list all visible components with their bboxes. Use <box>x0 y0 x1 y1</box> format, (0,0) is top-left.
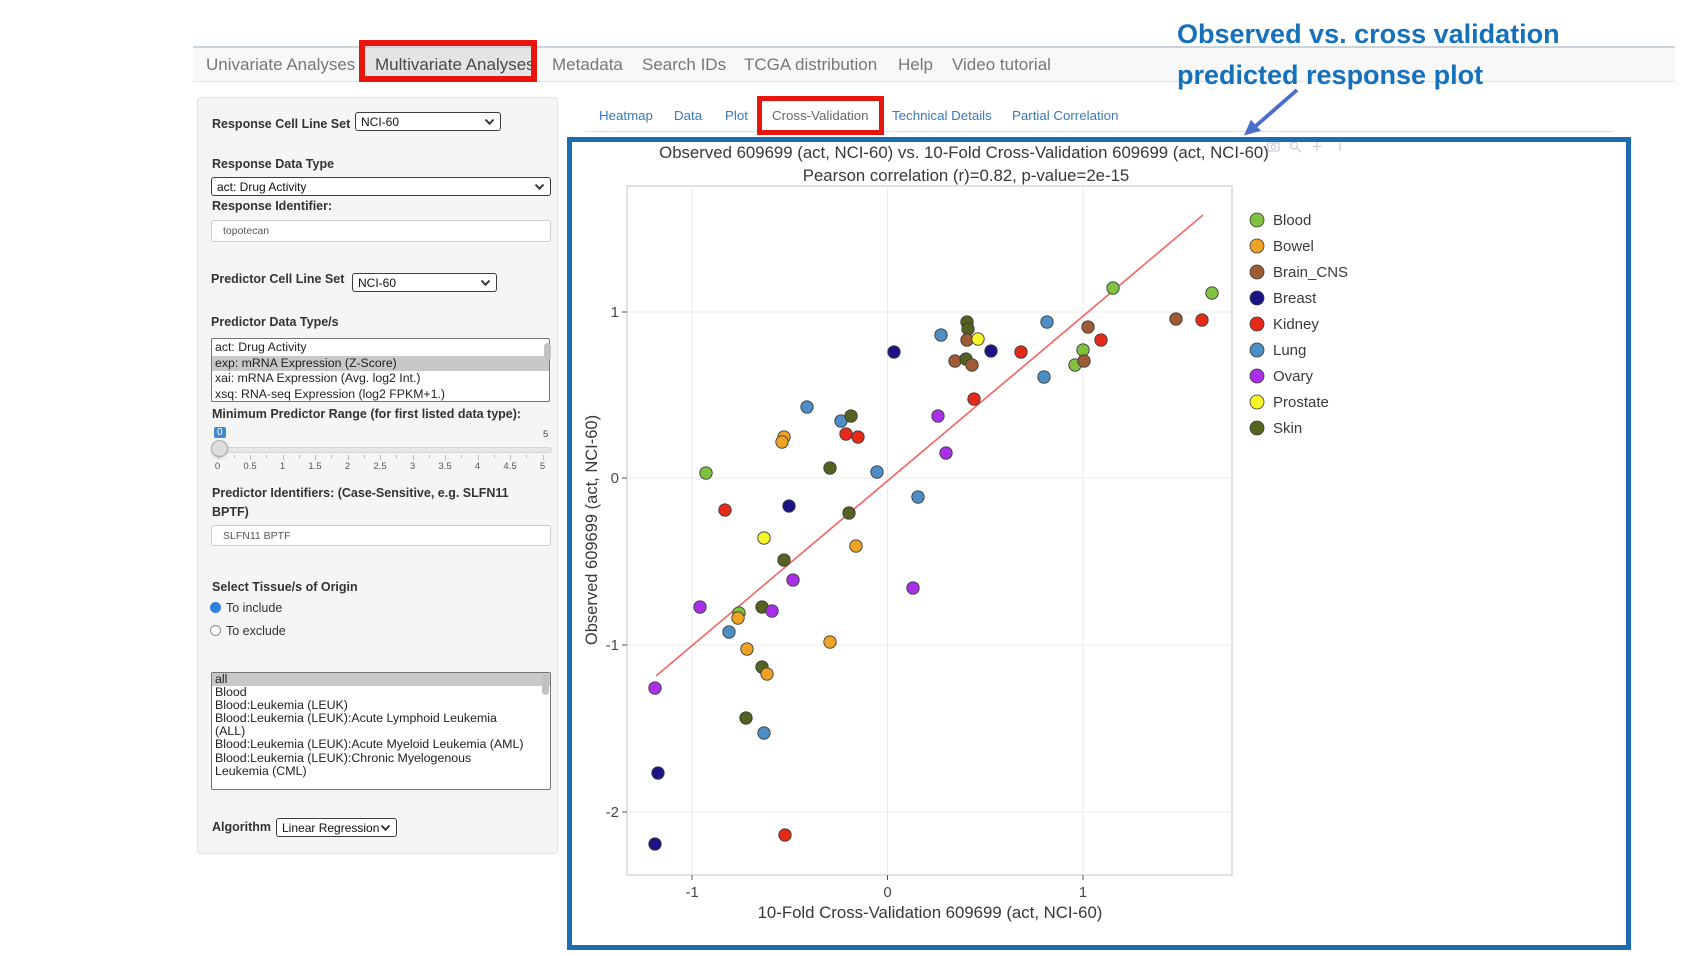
svg-text:10-Fold Cross-Validation 60969: 10-Fold Cross-Validation 609699 (act, NC… <box>758 903 1103 922</box>
svg-text:Pearson correlation (r)=0.82,: Pearson correlation (r)=0.82, p-value=2e… <box>803 166 1130 185</box>
svg-text:0: 0 <box>611 470 619 487</box>
svg-text:0: 0 <box>883 884 891 901</box>
svg-text:Prostate: Prostate <box>1273 394 1329 411</box>
svg-text:Breast: Breast <box>1273 290 1317 307</box>
svg-text:Ovary: Ovary <box>1273 368 1314 385</box>
svg-text:1: 1 <box>1079 884 1087 901</box>
svg-text:Brain_CNS: Brain_CNS <box>1273 264 1348 281</box>
svg-text:Blood: Blood <box>1273 212 1311 229</box>
svg-text:Bowel: Bowel <box>1273 238 1314 255</box>
svg-text:Skin: Skin <box>1273 420 1302 437</box>
svg-text:-1: -1 <box>606 637 619 654</box>
svg-text:1: 1 <box>611 304 619 321</box>
svg-text:Observed 609699 (act, NCI-60): Observed 609699 (act, NCI-60) <box>583 415 601 645</box>
svg-text:-1: -1 <box>685 884 698 901</box>
svg-text:Observed 609699 (act, NCI-60): Observed 609699 (act, NCI-60) vs. 10-Fol… <box>659 143 1269 162</box>
svg-text:-2: -2 <box>606 804 619 821</box>
svg-text:Kidney: Kidney <box>1273 316 1319 333</box>
svg-text:Lung: Lung <box>1273 342 1306 359</box>
